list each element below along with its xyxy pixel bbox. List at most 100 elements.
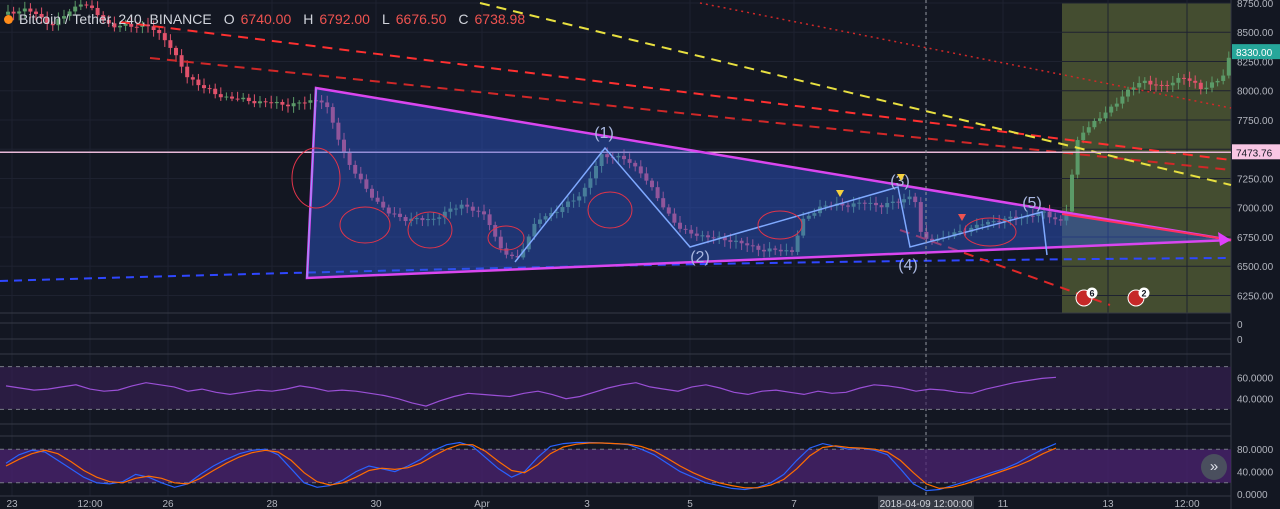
candle-body: [39, 13, 44, 18]
candle-body: [767, 248, 772, 252]
candle-body: [1221, 75, 1226, 81]
candle: [650, 178, 654, 191]
candle-body: [297, 102, 302, 104]
candle: [370, 185, 374, 201]
candle: [773, 245, 778, 255]
last-price-tag: [1232, 44, 1280, 60]
candle-body: [694, 233, 699, 236]
event-count: 6: [1089, 289, 1094, 299]
candle-body: [112, 23, 117, 28]
candle-body: [851, 203, 856, 207]
event-badge: 2: [1127, 287, 1150, 307]
candle: [952, 228, 957, 239]
highlight-ellipse: [407, 211, 453, 249]
candle-body: [980, 224, 985, 226]
candle-body: [879, 205, 884, 208]
candle: [510, 252, 514, 260]
wave-label: (4): [898, 257, 918, 274]
candle: [890, 195, 895, 210]
price-tick-label: 6500.00: [1237, 262, 1274, 273]
highlight-ellipse: [587, 191, 633, 229]
candle: [913, 192, 918, 208]
candle: [1086, 121, 1091, 136]
candle: [286, 98, 290, 113]
candle-body: [213, 88, 218, 95]
candle: [717, 231, 722, 245]
candle-body: [1075, 140, 1080, 175]
candle-body: [756, 245, 761, 250]
candle-body: [566, 201, 570, 207]
candle: [896, 198, 901, 209]
candle-body: [252, 101, 257, 104]
candle-body: [997, 221, 1002, 223]
candle-body: [95, 7, 100, 16]
candle: [487, 209, 492, 231]
highlight-ellipse: [963, 217, 1017, 247]
candle-body: [258, 101, 262, 104]
candle-body: [778, 249, 783, 252]
highlight-ellipse: [757, 210, 803, 240]
double-chevron-right-icon[interactable]: »: [1201, 454, 1227, 480]
candle: [560, 203, 565, 218]
candle: [801, 212, 806, 239]
time-tick-label: 28: [266, 499, 278, 509]
candle: [168, 34, 173, 55]
candle-body: [1042, 211, 1046, 213]
candle: [493, 221, 498, 242]
candle: [722, 233, 727, 247]
time-tick-label: 3: [584, 499, 590, 509]
candle-body: [857, 202, 862, 204]
candle-body: [1176, 77, 1181, 83]
candle-body: [1170, 82, 1175, 86]
candle-body: [358, 173, 363, 180]
candle: [258, 96, 262, 108]
candle-body: [414, 218, 419, 220]
candle: [50, 21, 55, 31]
candle-body: [812, 213, 817, 216]
candle-body: [784, 250, 789, 252]
candle-body: [577, 196, 582, 201]
target-arrow-line: [1061, 213, 1232, 241]
candle-body: [750, 245, 755, 247]
candle-body: [1086, 127, 1091, 133]
candle-body: [442, 211, 447, 218]
candle-body: [633, 162, 638, 167]
candle: [885, 197, 890, 214]
candle: [795, 230, 800, 256]
candle: [1148, 75, 1153, 92]
candle-body: [700, 235, 705, 237]
candle-body: [599, 154, 604, 167]
target-arrow-head: [1218, 232, 1231, 246]
price-tick-label: 8500.00: [1237, 28, 1274, 39]
candle-body: [123, 23, 128, 26]
candle-body: [605, 154, 610, 158]
candle-body: [168, 40, 173, 48]
candle-body: [930, 238, 934, 241]
candle-body: [465, 204, 470, 207]
candle-body: [280, 101, 285, 105]
candle: [879, 202, 884, 215]
candle-body: [62, 16, 66, 19]
candle: [633, 160, 638, 172]
candle: [1170, 75, 1175, 93]
candle-body: [67, 11, 72, 17]
candle-body: [392, 213, 397, 215]
candle: [34, 8, 38, 21]
candle-body: [185, 66, 190, 78]
candle: [336, 117, 341, 146]
candle: [319, 95, 324, 110]
candle: [784, 243, 789, 256]
candle-body: [890, 201, 895, 203]
candle-body: [498, 236, 503, 249]
candle-body: [403, 216, 408, 222]
candle-body: [588, 178, 593, 188]
red-marker: [958, 214, 966, 221]
candle-body: [638, 166, 643, 174]
candle-body: [616, 155, 621, 158]
candle-body: [918, 202, 923, 232]
candle: [459, 200, 464, 216]
candle: [1204, 81, 1209, 94]
candle: [666, 204, 671, 217]
candle-body: [1126, 89, 1130, 97]
